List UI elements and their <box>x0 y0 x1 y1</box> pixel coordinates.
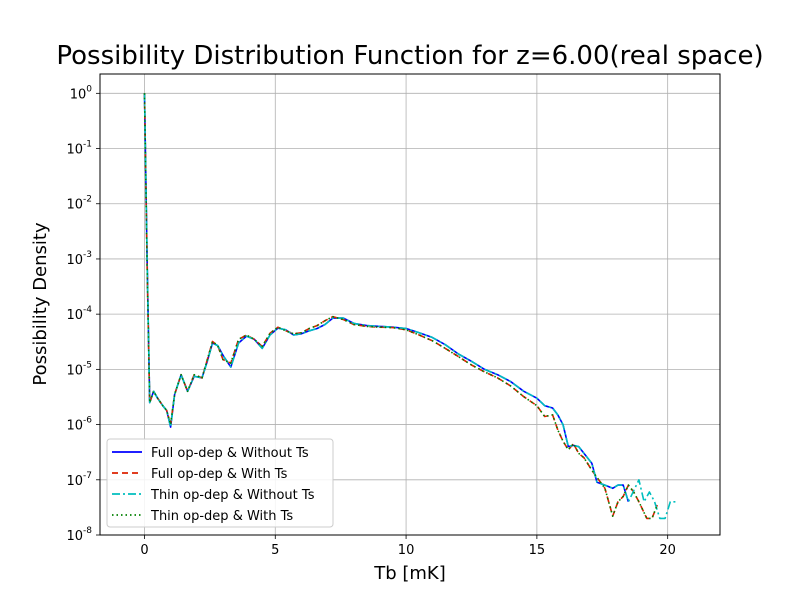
x-tick-label: 0 <box>140 543 148 558</box>
y-tick-label: 10-3 <box>66 250 92 268</box>
y-tick-label: 10-2 <box>66 195 92 213</box>
plot-area <box>143 93 676 520</box>
x-tick-label: 20 <box>659 543 676 558</box>
legend-label: Full op-dep & Without Ts <box>151 446 309 461</box>
y-tick-label: 10-5 <box>66 360 92 378</box>
y-tick-label: 10-8 <box>66 526 92 544</box>
y-tick-exponent: -6 <box>83 416 92 426</box>
series-line-4 <box>143 93 658 520</box>
y-tick-exponent: -3 <box>83 250 92 260</box>
y-tick-exponent: -4 <box>83 305 92 315</box>
y-tick-label: 10-7 <box>66 471 92 489</box>
y-tick-label: 10-6 <box>66 416 92 434</box>
legend-box <box>106 438 334 528</box>
y-tick-label: 10-4 <box>66 305 92 323</box>
y-tick-exponent: -7 <box>83 471 92 481</box>
y-axis-label: Possibility Density <box>30 222 51 386</box>
y-tick-exponent: -8 <box>83 526 92 536</box>
x-tick-label: 5 <box>271 543 279 558</box>
y-tick-exponent: -5 <box>83 360 92 370</box>
legend-label: Thin op-dep & With Ts <box>150 509 293 524</box>
y-tick-exponent: 0 <box>86 84 92 94</box>
y-tick-exponent: -1 <box>83 140 92 150</box>
y-tick-label: 100 <box>70 84 93 102</box>
y-tick-exponent: -2 <box>83 195 92 205</box>
x-tick-label: 15 <box>529 543 546 558</box>
chart-title: Possibility Distribution Function for z=… <box>56 41 763 71</box>
x-tick-label: 10 <box>398 543 415 558</box>
x-axis-label: Tb [mK] <box>373 563 446 584</box>
legend: Full op-dep & Without Ts Full op-dep & Wi… <box>106 438 334 528</box>
y-tick-label: 10-1 <box>66 140 92 158</box>
axes: 0 5 10 15 20 100 10-1 10-2 10-3 10-4 10-5 10-6 10-7 1… <box>66 84 675 558</box>
legend-label: Full op-dep & With Ts <box>151 467 288 482</box>
plot-frame <box>99 73 721 536</box>
legend-label: Thin op-dep & Without Ts <box>150 488 315 503</box>
